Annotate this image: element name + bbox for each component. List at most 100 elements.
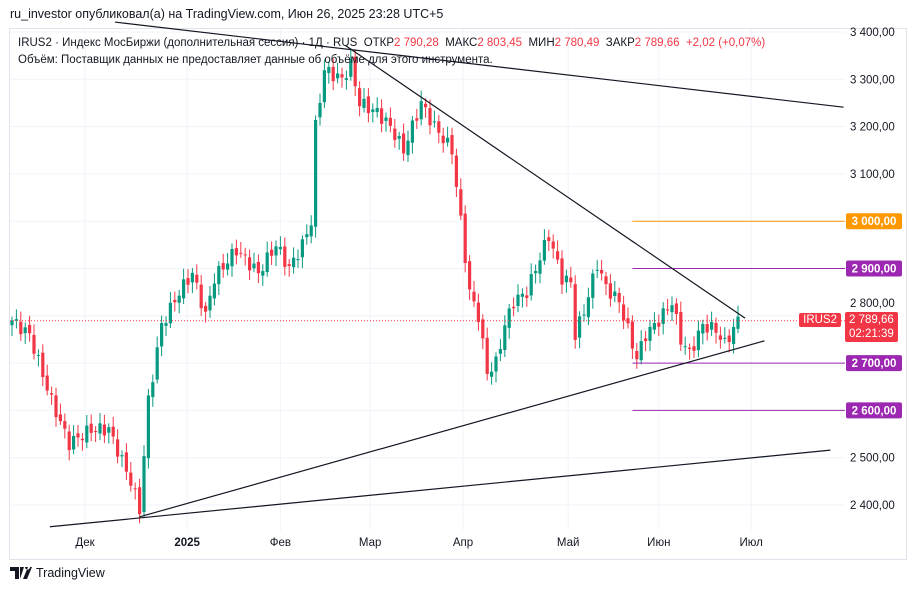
candle-body	[305, 234, 309, 238]
candle-body	[195, 274, 199, 283]
y-tick-label: 3 200,00	[850, 122, 895, 134]
candle-body	[661, 308, 665, 324]
candle-body	[45, 375, 49, 391]
candle-body	[155, 347, 159, 380]
candle-body	[485, 337, 489, 374]
candle-body	[124, 452, 128, 472]
x-tick-label: 2025	[174, 537, 200, 549]
candle-body	[362, 98, 366, 108]
candle-body	[32, 334, 36, 354]
candle-body	[58, 414, 62, 422]
candle-body	[384, 117, 388, 121]
candle-body	[560, 258, 564, 285]
candle-body	[283, 246, 287, 267]
candle-body	[300, 239, 304, 258]
candle-body	[98, 423, 102, 434]
candle-body	[696, 330, 700, 351]
close-value: 2 789,66	[634, 37, 680, 49]
y-tick-label: 3 400,00	[850, 27, 895, 39]
last-price: 2 789,66	[849, 314, 894, 326]
triangle-lower-trendline	[139, 340, 765, 518]
candle-body	[388, 117, 392, 126]
candle-body	[256, 261, 260, 274]
last-price-tag: 2 789,66 02:21:39	[845, 312, 898, 342]
candle-body	[10, 320, 14, 326]
level-2700-label: 2 700,00	[852, 358, 897, 370]
candle-body	[648, 326, 652, 341]
candle-body	[107, 427, 111, 433]
tradingview-footer[interactable]: TradingView	[10, 566, 105, 580]
candle-body	[604, 276, 608, 285]
candle-body	[23, 327, 27, 334]
candle-body	[490, 371, 494, 377]
candle-body	[296, 259, 300, 261]
candle-body	[714, 322, 718, 333]
candle-body	[138, 487, 142, 515]
candle-body	[375, 107, 379, 113]
candle-body	[274, 246, 278, 256]
chart-frame[interactable]	[9, 28, 907, 560]
candle-body	[701, 324, 705, 334]
candle-body	[450, 135, 454, 155]
symbol-price-tag: IRUS2	[799, 313, 841, 327]
x-tick-label: Июн	[647, 537, 670, 549]
candle-body	[586, 297, 590, 318]
candle-body	[50, 393, 54, 395]
candle-body	[564, 275, 568, 283]
candle-body	[635, 351, 639, 360]
candle-body	[72, 435, 76, 450]
candle-body	[613, 291, 617, 297]
candle-body	[705, 324, 709, 333]
candle-body	[41, 352, 45, 377]
candle-body	[666, 309, 670, 311]
candle-body	[723, 337, 727, 339]
close-label: ЗАКР	[605, 37, 635, 49]
candle-body	[182, 279, 186, 299]
candle-body	[520, 293, 524, 297]
candle-body	[732, 327, 736, 345]
candle-body	[63, 421, 67, 429]
candle-body	[529, 274, 533, 296]
candle-body	[674, 303, 678, 314]
candle-body	[164, 323, 168, 326]
candle-body	[652, 322, 656, 330]
candle-body	[494, 356, 498, 372]
candle-body	[542, 240, 546, 261]
low-label: МИН	[528, 37, 555, 49]
candle-body	[186, 278, 190, 285]
level-2600-label: 2 600,00	[852, 405, 897, 417]
candle-body	[353, 56, 357, 87]
candle-body	[309, 225, 313, 237]
candle-body	[371, 109, 375, 112]
x-tick-label: Апр	[453, 537, 473, 549]
candle-body	[679, 311, 683, 345]
candle-body	[177, 295, 181, 303]
bottom-long-trendline	[49, 449, 831, 528]
x-tick-label: Дек	[75, 537, 95, 549]
candle-body	[344, 78, 348, 81]
candle-body	[639, 341, 643, 361]
candle-body	[230, 248, 234, 267]
tradingview-logo-icon	[10, 567, 32, 579]
candle-body	[670, 305, 674, 313]
candle-body	[657, 322, 661, 327]
candle-body	[226, 263, 230, 270]
x-tick-label: Июл	[740, 537, 763, 549]
candle-body	[116, 439, 120, 457]
candle-body	[551, 241, 555, 249]
candle-body	[133, 488, 137, 490]
candle-body	[432, 121, 436, 123]
candle-body	[239, 252, 243, 254]
candle-body	[692, 346, 696, 351]
candle-body	[556, 251, 560, 260]
candle-body	[85, 425, 89, 443]
candle-body	[336, 73, 340, 79]
x-tick-label: Фев	[270, 537, 291, 549]
candle-body	[446, 137, 450, 143]
candle-body	[397, 135, 401, 139]
candle-body	[287, 264, 291, 267]
candle-body	[727, 335, 731, 343]
candle-body	[366, 96, 370, 114]
candle-body	[190, 272, 194, 283]
